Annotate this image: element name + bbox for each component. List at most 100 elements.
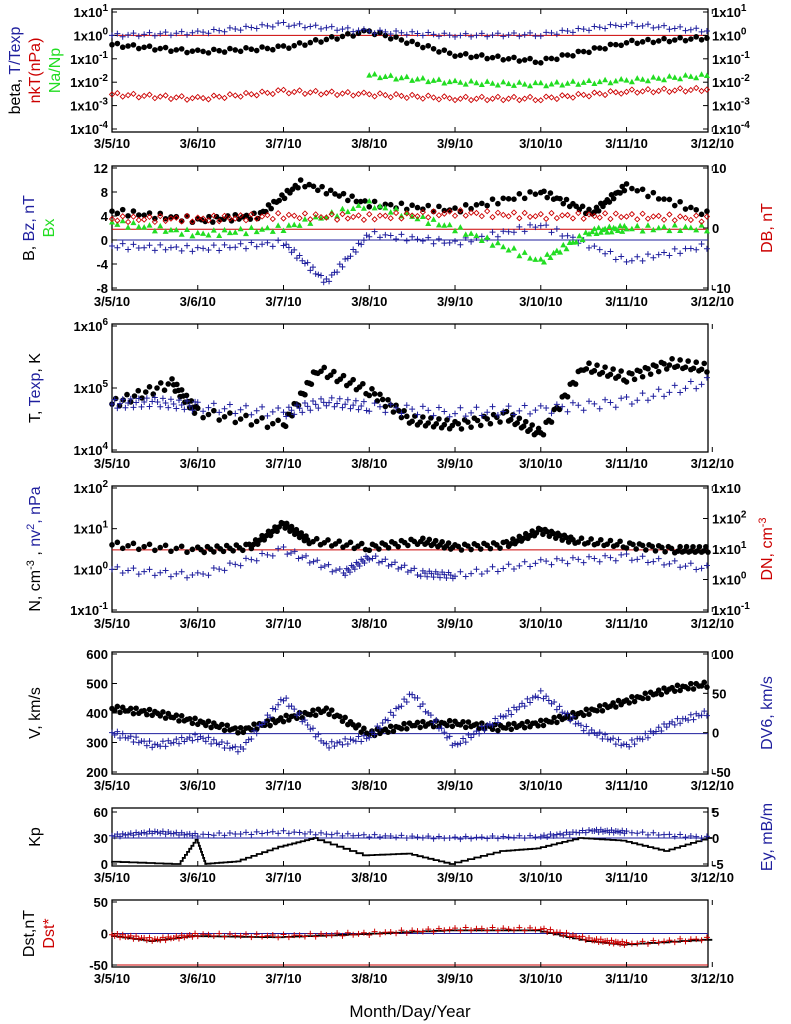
data-point (393, 705, 400, 712)
data-point (537, 526, 544, 533)
data-point (301, 717, 308, 724)
data-point (494, 568, 501, 575)
data-point (569, 399, 576, 406)
data-point (130, 935, 137, 942)
data-point (269, 215, 276, 223)
data-point (698, 835, 705, 842)
data-point (269, 408, 276, 415)
data-point (154, 385, 160, 391)
data-point (157, 45, 164, 52)
data-point (473, 95, 480, 102)
data-point (698, 366, 705, 373)
right-y-tick-label: 1x100 (712, 26, 747, 43)
data-point (452, 227, 459, 234)
data-point (634, 89, 641, 96)
data-point (579, 827, 586, 834)
data-point (653, 728, 660, 735)
data-point (564, 408, 571, 415)
data-point (221, 405, 228, 412)
data-point (146, 91, 153, 98)
data-point (167, 244, 174, 251)
data-point (698, 211, 705, 218)
data-point (280, 242, 287, 249)
data-point (677, 34, 683, 41)
data-point (489, 721, 496, 728)
right-y-tick-label: 1x100 (712, 571, 747, 588)
data-point (602, 25, 609, 32)
data-point (371, 70, 378, 77)
data-point (216, 409, 223, 416)
data-point (284, 551, 291, 558)
data-point (355, 930, 362, 937)
data-point (649, 543, 656, 550)
data-point (575, 556, 582, 563)
data-point (200, 831, 207, 838)
data-point (342, 572, 349, 579)
data-point (376, 202, 383, 209)
x-tick-label: 3/6/10 (180, 294, 216, 309)
data-point (366, 72, 373, 78)
data-point (596, 405, 603, 412)
data-point (253, 243, 260, 250)
data-point (275, 20, 282, 27)
data-point (167, 740, 174, 747)
data-point (451, 96, 459, 104)
data-point (623, 545, 630, 551)
data-point (669, 718, 676, 725)
data-point (545, 697, 552, 704)
data-point (309, 264, 316, 271)
data-point (553, 247, 560, 254)
data-point (178, 543, 185, 550)
data-point (194, 933, 201, 940)
data-point (417, 573, 424, 580)
data-point (430, 31, 437, 38)
data-point (218, 738, 225, 745)
data-point (301, 24, 308, 31)
data-point (226, 244, 233, 251)
data-point (543, 55, 549, 62)
data-point (601, 91, 609, 99)
data-point (333, 216, 341, 223)
data-point (505, 403, 512, 410)
data-point (355, 240, 362, 247)
data-point (644, 21, 651, 28)
x-tick-label: 3/5/10 (94, 971, 130, 986)
data-point (248, 224, 255, 230)
data-point (465, 719, 472, 725)
x-tick-label: 3/12/10 (691, 136, 734, 151)
data-point (178, 231, 185, 237)
data-point (350, 205, 357, 211)
data-point (340, 372, 347, 379)
data-point (426, 536, 433, 543)
data-point (336, 261, 343, 268)
data-point (114, 539, 121, 546)
data-point (586, 934, 593, 941)
data-point (510, 926, 517, 933)
data-point (151, 247, 158, 254)
data-point (533, 429, 540, 436)
data-point (117, 735, 124, 742)
data-point (210, 26, 217, 33)
data-point (237, 240, 244, 247)
data-point (371, 731, 378, 738)
y-tick-label: 12 (94, 161, 108, 176)
data-point (596, 45, 603, 51)
data-point (548, 419, 555, 425)
data-point (489, 403, 496, 410)
data-point (210, 933, 217, 940)
data-point (226, 215, 234, 222)
data-point (387, 723, 394, 730)
data-point (685, 685, 691, 692)
data-point (334, 830, 341, 837)
y-tick-label: 1x104 (74, 441, 109, 458)
data-point (647, 371, 654, 377)
data-point (253, 828, 260, 835)
data-point (677, 543, 683, 550)
data-point (510, 834, 517, 841)
data-point (650, 24, 657, 31)
data-point (261, 537, 268, 543)
data-point (135, 831, 142, 838)
data-point (157, 241, 164, 248)
data-point (591, 400, 598, 407)
data-point (208, 740, 215, 747)
